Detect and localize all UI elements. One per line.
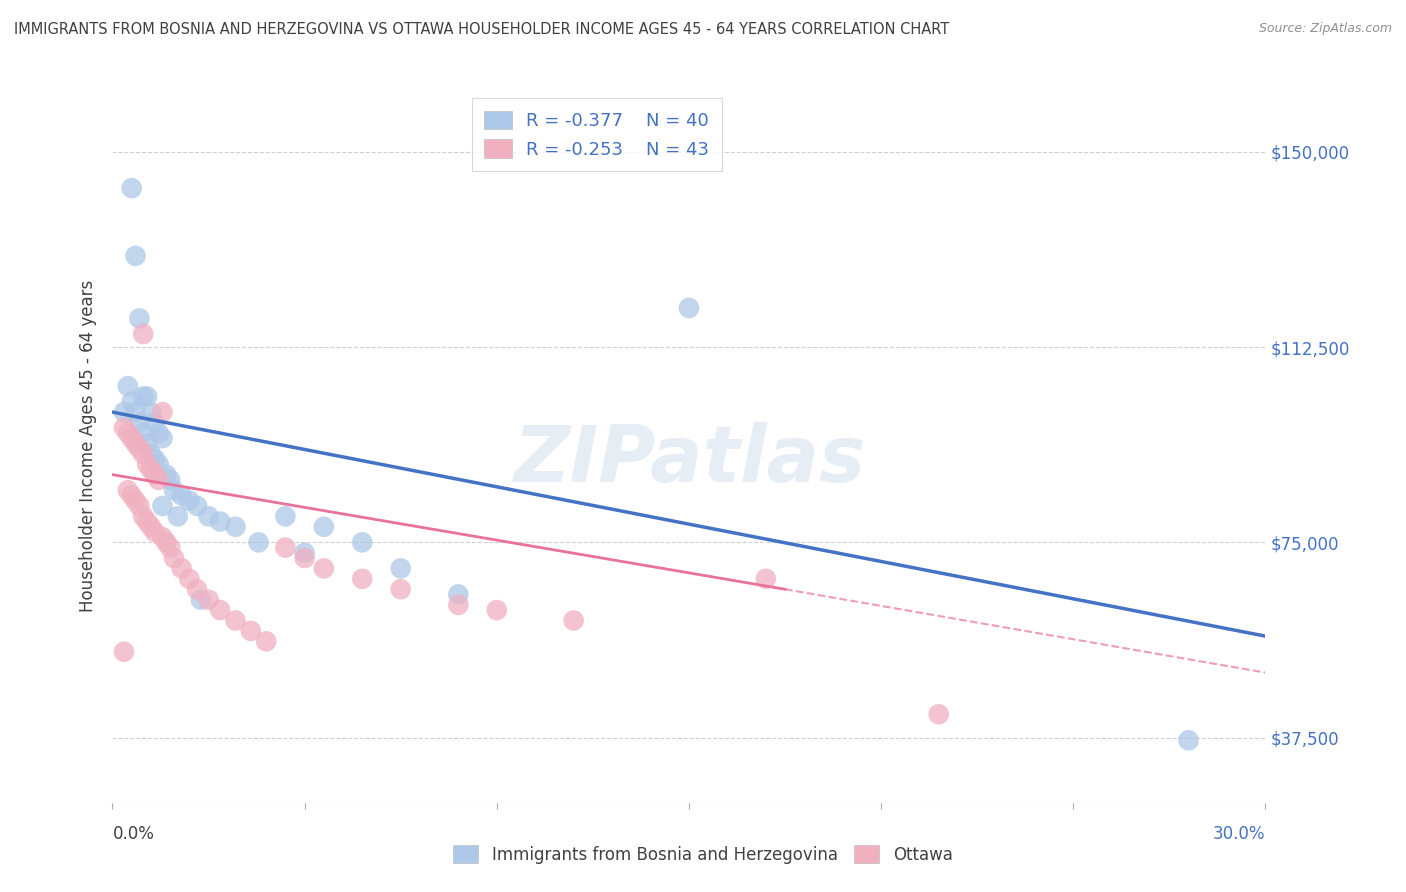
Point [209,603,232,617]
Point [112,421,135,435]
Point [152,499,174,513]
Point [132,447,155,461]
Point [139,462,162,476]
Point [224,614,246,628]
Point [117,425,139,440]
Point [186,499,208,513]
Point [128,416,150,430]
Point [389,561,412,575]
Text: IMMIGRANTS FROM BOSNIA AND HERZEGOVINA VS OTTAWA HOUSEHOLDER INCOME AGES 45 - 64: IMMIGRANTS FROM BOSNIA AND HERZEGOVINA V… [14,22,949,37]
Point [148,457,170,471]
Point [678,301,700,315]
Point [139,405,162,419]
Point [166,509,188,524]
Point [128,311,150,326]
Point [148,425,170,440]
Point [247,535,270,549]
Point [352,572,374,586]
Point [170,561,193,575]
Point [124,249,146,263]
Point [121,181,143,195]
Point [159,541,181,555]
Point [209,515,232,529]
Point [143,452,166,467]
Point [755,572,778,586]
Point [136,457,159,471]
Point [132,425,155,440]
Text: 0.0%: 0.0% [112,825,155,843]
Point [294,551,316,566]
Point [143,524,166,539]
Point [179,572,201,586]
Legend: R = -0.377    N = 40, R = -0.253    N = 43: R = -0.377 N = 40, R = -0.253 N = 43 [472,98,721,171]
Point [152,530,174,544]
Point [447,587,470,601]
Point [124,493,146,508]
Text: 30.0%: 30.0% [1213,825,1265,843]
Point [124,436,146,450]
Point [132,390,155,404]
Y-axis label: Householder Income Ages 45 - 64 years: Householder Income Ages 45 - 64 years [79,280,97,612]
Point [117,379,139,393]
Point [148,473,170,487]
Point [179,493,201,508]
Point [112,645,135,659]
Point [389,582,412,597]
Point [159,473,181,487]
Point [197,592,219,607]
Point [274,509,297,524]
Point [136,436,159,450]
Point [447,598,470,612]
Point [190,592,212,607]
Point [562,614,585,628]
Point [239,624,262,638]
Point [170,488,193,502]
Text: Source: ZipAtlas.com: Source: ZipAtlas.com [1258,22,1392,36]
Point [139,447,162,461]
Point [1177,733,1199,747]
Point [121,488,143,502]
Point [136,390,159,404]
Point [143,416,166,430]
Point [155,467,177,482]
Point [254,634,277,648]
Point [132,326,155,341]
Point [136,515,159,529]
Point [139,520,162,534]
Point [224,520,246,534]
Point [152,405,174,419]
Point [121,431,143,445]
Legend: Immigrants from Bosnia and Herzegovina, Ottawa: Immigrants from Bosnia and Herzegovina, … [447,838,959,871]
Point [197,509,219,524]
Point [274,541,297,555]
Point [117,483,139,498]
Point [163,551,186,566]
Point [485,603,508,617]
Point [186,582,208,597]
Point [163,483,186,498]
Point [294,546,316,560]
Point [112,405,135,419]
Point [132,509,155,524]
Point [312,561,335,575]
Point [124,405,146,419]
Point [928,707,950,722]
Text: ZIPatlas: ZIPatlas [513,422,865,499]
Point [152,431,174,445]
Point [128,442,150,456]
Point [352,535,374,549]
Point [312,520,335,534]
Point [155,535,177,549]
Point [143,467,166,482]
Point [121,394,143,409]
Point [128,499,150,513]
